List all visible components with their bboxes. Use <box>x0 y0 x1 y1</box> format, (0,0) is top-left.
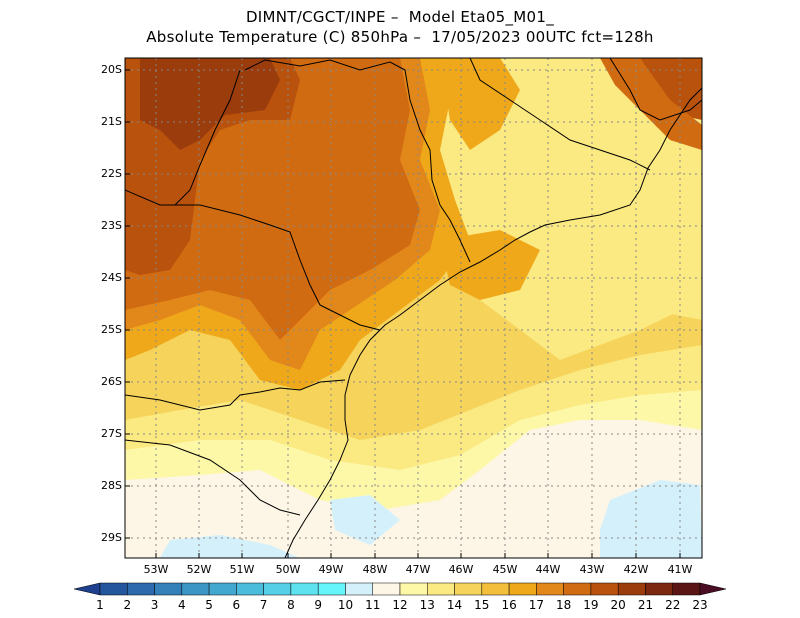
lat-label: 23S <box>101 219 122 232</box>
colorbar-label: 1 <box>96 598 104 612</box>
lon-label: 50W <box>275 563 301 576</box>
lon-label: 45W <box>492 563 518 576</box>
state-border-2 <box>244 59 471 263</box>
colorbar-label: 9 <box>314 598 322 612</box>
state-border-4 <box>125 439 301 516</box>
lon-label: 53W <box>143 563 169 576</box>
colorbar-label: 17 <box>528 598 544 612</box>
lat-label: 22S <box>101 167 122 180</box>
field-16-ne <box>440 58 520 150</box>
state-border-1 <box>125 189 381 331</box>
field-10-b <box>600 480 702 558</box>
colorbar-label: 10 <box>337 598 354 612</box>
colorbar-label: 18 <box>555 598 572 612</box>
temperature-fields <box>125 58 702 558</box>
lon-label: 47W <box>405 563 431 576</box>
field-10-c <box>330 495 400 545</box>
colorbar-label: 19 <box>583 598 599 612</box>
field-18-ne <box>600 58 702 150</box>
coastline <box>284 87 702 558</box>
colorbar-label: 8 <box>287 598 295 612</box>
lat-label: 28S <box>101 479 122 492</box>
map-frame <box>124 57 703 559</box>
field-16-coast <box>440 230 540 300</box>
colorbar-label: 3 <box>150 598 159 612</box>
field-11 <box>125 420 702 558</box>
lon-label: 48W <box>362 563 388 576</box>
lon-label: 51W <box>229 563 255 576</box>
lat-label: 21S <box>101 115 122 128</box>
colorbar-label: 16 <box>501 598 517 612</box>
field-13-ocean <box>560 190 702 320</box>
lon-label: 44W <box>535 563 561 576</box>
lon-label: 42W <box>623 563 649 576</box>
state-border-7 <box>174 69 241 206</box>
colorbar-label: 14 <box>446 598 463 612</box>
colorbar-label: 11 <box>365 598 381 612</box>
map-title-line2: Absolute Temperature (C) 850hPa – 17/05/… <box>146 28 654 46</box>
lat-label: 29S <box>101 531 122 544</box>
field-10-a <box>160 535 300 558</box>
lat-label: 20S <box>101 63 122 76</box>
colorbar-label: 15 <box>474 598 490 612</box>
colorbar-label: 13 <box>419 598 435 612</box>
colorbar-label: 21 <box>637 598 654 612</box>
colorbar-label: 23 <box>692 598 708 612</box>
lon-label: 46W <box>448 563 474 576</box>
field-20 <box>140 58 280 150</box>
colorbar-label: 12 <box>392 598 408 612</box>
lat-label: 26S <box>101 375 122 388</box>
lon-label: 49W <box>318 563 344 576</box>
colorbar-label: 2 <box>123 598 132 612</box>
colorbar-label: 20 <box>610 598 626 612</box>
borders <box>125 58 702 558</box>
colorbar-label: 4 <box>177 598 186 612</box>
lon-label: 43W <box>579 563 605 576</box>
colorbar-label: 22 <box>665 598 681 612</box>
lat-label: 24S <box>101 271 122 284</box>
lon-label: 41W <box>667 563 693 576</box>
lat-label: 27S <box>101 427 122 440</box>
map-title-line1: DIMNT/CGCT/INPE – Model Eta05_M01_ <box>245 8 555 26</box>
lat-label: 25S <box>101 323 122 336</box>
state-border-6 <box>609 58 702 121</box>
lat-lon-grid <box>125 58 702 558</box>
state-border-5 <box>469 58 651 171</box>
state-border-3 <box>125 379 346 411</box>
lon-label: 52W <box>186 563 212 576</box>
colorbar-label: 6 <box>232 598 241 612</box>
colorbar-label: 5 <box>205 598 213 612</box>
colorbar-label: 7 <box>259 598 268 612</box>
